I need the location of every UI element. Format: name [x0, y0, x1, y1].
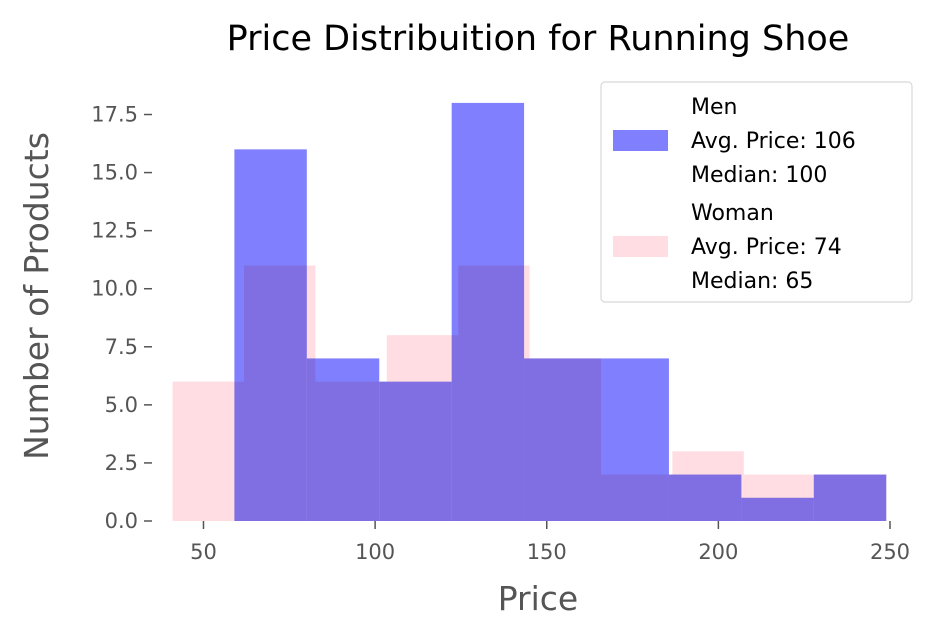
- legend-label: Median: 100: [691, 163, 827, 188]
- legend-entry-men: Men Avg. Price: 106 Median: 100: [613, 95, 856, 188]
- legend-label: Woman: [691, 201, 774, 226]
- bar-woman: [458, 265, 530, 521]
- y-tick-label: 2.5: [105, 451, 138, 475]
- x-axis: 50 100 150 200 250: [190, 521, 910, 564]
- bar-woman: [243, 265, 316, 521]
- legend-swatch: [613, 236, 668, 257]
- y-tick-label: 7.5: [105, 335, 138, 359]
- bar-woman: [386, 335, 459, 521]
- bar-woman: [529, 358, 601, 521]
- x-axis-label: Price: [498, 579, 579, 618]
- x-tick-label: 250: [870, 540, 910, 564]
- bar-woman: [815, 474, 887, 521]
- y-tick-label: 5.0: [105, 393, 138, 417]
- legend-entry-woman: Woman Avg. Price: 74 Median: 65: [613, 201, 842, 294]
- x-tick-label: 200: [698, 540, 738, 564]
- y-axis: 0.0 2.5 5.0 7.5 10.0 12.5 15.0 17.5: [91, 103, 152, 533]
- legend-label: Avg. Price: 106: [691, 129, 856, 154]
- y-tick-label: 0.0: [105, 509, 138, 533]
- legend-label: Avg. Price: 74: [691, 235, 842, 260]
- y-axis-label: Number of Products: [17, 132, 56, 460]
- legend-box: [600, 81, 913, 303]
- bar-woman: [672, 451, 744, 521]
- y-tick-label: 10.0: [91, 277, 138, 301]
- legend: Men Avg. Price: 106 Median: 100 Woman Avg. P…: [600, 81, 913, 303]
- legend-label: Men: [691, 95, 737, 120]
- x-tick-label: 50: [190, 540, 217, 564]
- chart-title: Price Distribuition for Running Shoe: [227, 19, 850, 59]
- y-tick-label: 17.5: [91, 103, 138, 127]
- bar-woman: [600, 474, 673, 521]
- series-woman: [172, 265, 887, 521]
- y-tick-label: 15.0: [91, 161, 138, 185]
- bars-layer: [172, 102, 887, 522]
- bar-woman: [315, 381, 387, 521]
- y-tick-label: 12.5: [91, 219, 138, 243]
- bar-woman: [743, 474, 816, 521]
- legend-label: Median: 65: [691, 269, 813, 294]
- legend-swatch: [613, 130, 668, 151]
- x-tick-label: 100: [355, 540, 395, 564]
- bar-woman: [172, 381, 244, 521]
- x-tick-label: 150: [527, 540, 567, 564]
